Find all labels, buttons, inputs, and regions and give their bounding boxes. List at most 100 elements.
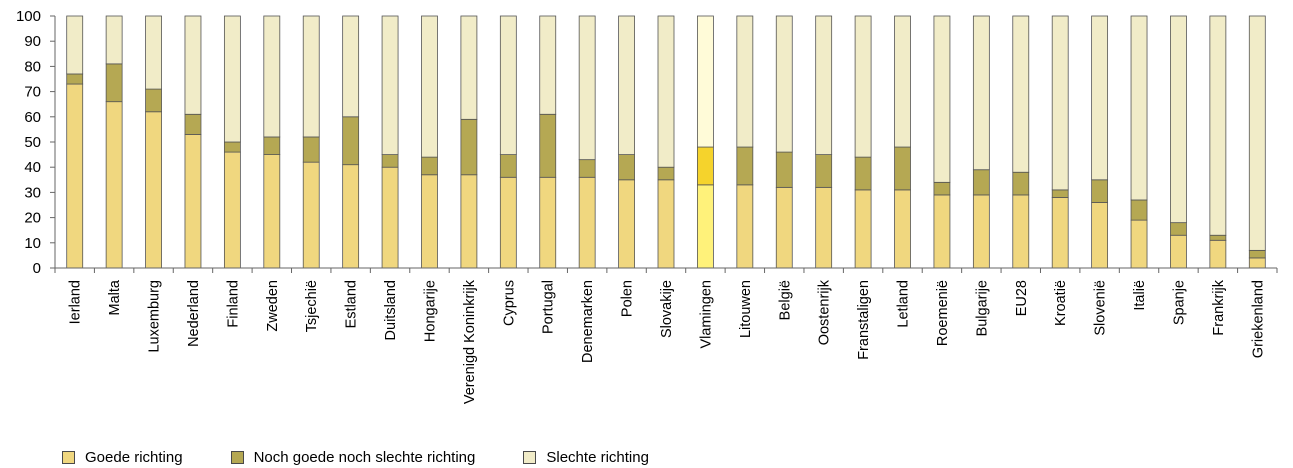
bar-group-ierland: [66, 15, 84, 269]
bar-group-litouwen: [736, 15, 754, 269]
x-tick-label-kroatie: Kroatië: [1053, 280, 1069, 326]
bar-hongarije-slechte-richting: [421, 15, 438, 158]
bar-hongarije-goede-richting: [421, 174, 438, 269]
bar-zweden-noch-goede-noch-slechte-richting: [263, 136, 281, 156]
bar-group-zweden: [263, 15, 281, 269]
bar-nederland-slechte-richting: [184, 15, 202, 115]
legend-swatch-neutraal: [230, 450, 244, 464]
bar-griekenland-goede-richting: [1248, 257, 1266, 269]
bar-frankrijk-goede-richting: [1209, 239, 1227, 269]
bar-cyprus-noch-goede-noch-slechte-richting: [499, 154, 517, 178]
bar-vlamingen-noch-goede-noch-slechte-richting: [697, 146, 714, 186]
bar-tsjechie-goede-richting: [302, 161, 320, 269]
bar-vlamingen-goede-richting: [697, 184, 714, 269]
bar-polen-slechte-richting: [618, 15, 635, 156]
bar-group-kroatie: [1051, 15, 1069, 269]
bar-roemenie-noch-goede-noch-slechte-richting: [933, 181, 951, 196]
bar-oostenrijk-noch-goede-noch-slechte-richting: [815, 154, 833, 188]
bar-slovenie-goede-richting: [1091, 202, 1109, 269]
x-tick-label-zweden: Zweden: [265, 280, 281, 332]
bar-duitsland-noch-goede-noch-slechte-richting: [381, 154, 399, 168]
bar-kroatie-slechte-richting: [1051, 15, 1069, 191]
x-tick-label-spanje: Spanje: [1171, 280, 1187, 325]
bar-luxemburg-goede-richting: [145, 111, 162, 269]
bar-portugal-noch-goede-noch-slechte-richting: [539, 113, 557, 178]
bar-verenigd-koninkrijk-goede-richting: [460, 174, 478, 269]
bar-nederland-goede-richting: [184, 134, 202, 269]
legend: Goede richting Noch goede noch slechte r…: [62, 447, 697, 467]
bar-finland-goede-richting: [223, 151, 241, 269]
legend-item-neutraal: Noch goede noch slechte richting: [230, 449, 475, 466]
bar-zweden-slechte-richting: [263, 15, 281, 138]
legend-item-goede-richting: Goede richting: [62, 449, 183, 466]
bar-group-griekenland: [1248, 15, 1266, 269]
bar-malta-noch-goede-noch-slechte-richting: [105, 63, 123, 103]
y-tick-label: 40: [24, 159, 41, 176]
bar-portugal-slechte-richting: [539, 15, 557, 115]
x-tick-label-italie: Italië: [1132, 280, 1148, 311]
bar-litouwen-noch-goede-noch-slechte-richting: [736, 146, 754, 186]
bar-cyprus-slechte-richting: [499, 15, 517, 156]
bar-polen-goede-richting: [618, 179, 635, 269]
x-tick-label-franstaligen: Franstaligen: [856, 280, 872, 360]
bar-ierland-goede-richting: [66, 83, 84, 269]
bar-group-roemenie: [933, 15, 951, 269]
bar-frankrijk-slechte-richting: [1209, 15, 1227, 236]
x-tick-label-nederland: Nederland: [186, 280, 202, 347]
bar-ierland-slechte-richting: [66, 15, 84, 75]
bar-bulgarije-noch-goede-noch-slechte-richting: [972, 169, 990, 196]
bar-franstaligen-noch-goede-noch-slechte-richting: [854, 156, 872, 191]
bar-roemenie-goede-richting: [933, 194, 951, 269]
y-tick-label: 80: [24, 58, 41, 75]
x-tick-label-finland: Finland: [225, 280, 241, 328]
y-tick-label: 60: [24, 109, 41, 126]
x-tick-label-hongarije: Hongarije: [422, 280, 438, 342]
x-tick-label-verenigd-koninkrijk: Verenigd Koninkrijk: [462, 279, 478, 404]
bar-denemarken-goede-richting: [578, 176, 596, 269]
x-tick-label-estland: Estland: [344, 280, 360, 328]
y-tick-label: 0: [33, 260, 41, 277]
x-tick-label-portugal: Portugal: [541, 280, 557, 334]
bar-group-slovakije: [657, 15, 675, 269]
bar-spanje-noch-goede-noch-slechte-richting: [1170, 222, 1187, 236]
bar-group-belgie: [775, 15, 793, 269]
bar-estland-noch-goede-noch-slechte-richting: [342, 116, 360, 166]
bar-group-verenigd-koninkrijk: [460, 15, 478, 269]
y-tick-label: 90: [24, 33, 41, 50]
bar-italie-goede-richting: [1130, 219, 1148, 269]
bar-franstaligen-slechte-richting: [854, 15, 872, 158]
x-tick-label-oostenrijk: Oostenrijk: [817, 279, 833, 345]
bar-group-frankrijk: [1209, 15, 1227, 269]
x-tick-label-duitsland: Duitsland: [383, 280, 399, 340]
bar-denemarken-slechte-richting: [578, 15, 596, 161]
bar-italie-noch-goede-noch-slechte-richting: [1130, 199, 1148, 221]
bar-group-cyprus: [499, 15, 517, 269]
bar-belgie-slechte-richting: [775, 15, 793, 153]
bar-group-hongarije: [421, 15, 438, 269]
bar-verenigd-koninkrijk-noch-goede-noch-slechte-richting: [460, 118, 478, 176]
bar-belgie-goede-richting: [775, 186, 793, 269]
x-tick-label-malta: Malta: [107, 279, 123, 315]
bar-roemenie-slechte-richting: [933, 15, 951, 183]
bar-litouwen-slechte-richting: [736, 15, 754, 148]
bar-hongarije-noch-goede-noch-slechte-richting: [421, 156, 438, 176]
x-tick-label-letland: Letland: [896, 280, 912, 328]
bar-estland-goede-richting: [342, 164, 360, 269]
x-tick-label-vlamingen: Vlamingen: [698, 280, 714, 349]
x-tick-label-slovenie: Slovenië: [1093, 280, 1109, 336]
bar-slovakije-noch-goede-noch-slechte-richting: [657, 166, 675, 181]
legend-label-slechte-richting: Slechte richting: [546, 448, 649, 466]
y-tick-label: 20: [24, 210, 41, 227]
bars: [66, 15, 1266, 269]
bar-italie-slechte-richting: [1130, 15, 1148, 201]
bar-zweden-goede-richting: [263, 154, 281, 269]
x-tick-label-denemarken: Denemarken: [580, 280, 596, 363]
bar-griekenland-slechte-richting: [1248, 15, 1266, 251]
bar-group-letland: [894, 15, 911, 269]
x-axis: Ierland Malta Luxemburg Nederland Finland Zwe…: [54, 267, 1278, 404]
bar-polen-noch-goede-noch-slechte-richting: [618, 154, 635, 181]
bar-ierland-noch-goede-noch-slechte-richting: [66, 73, 84, 85]
bar-tsjechie-slechte-richting: [302, 15, 320, 138]
bar-cyprus-goede-richting: [499, 176, 517, 269]
x-tick-label-ierland: Ierland: [68, 280, 84, 324]
